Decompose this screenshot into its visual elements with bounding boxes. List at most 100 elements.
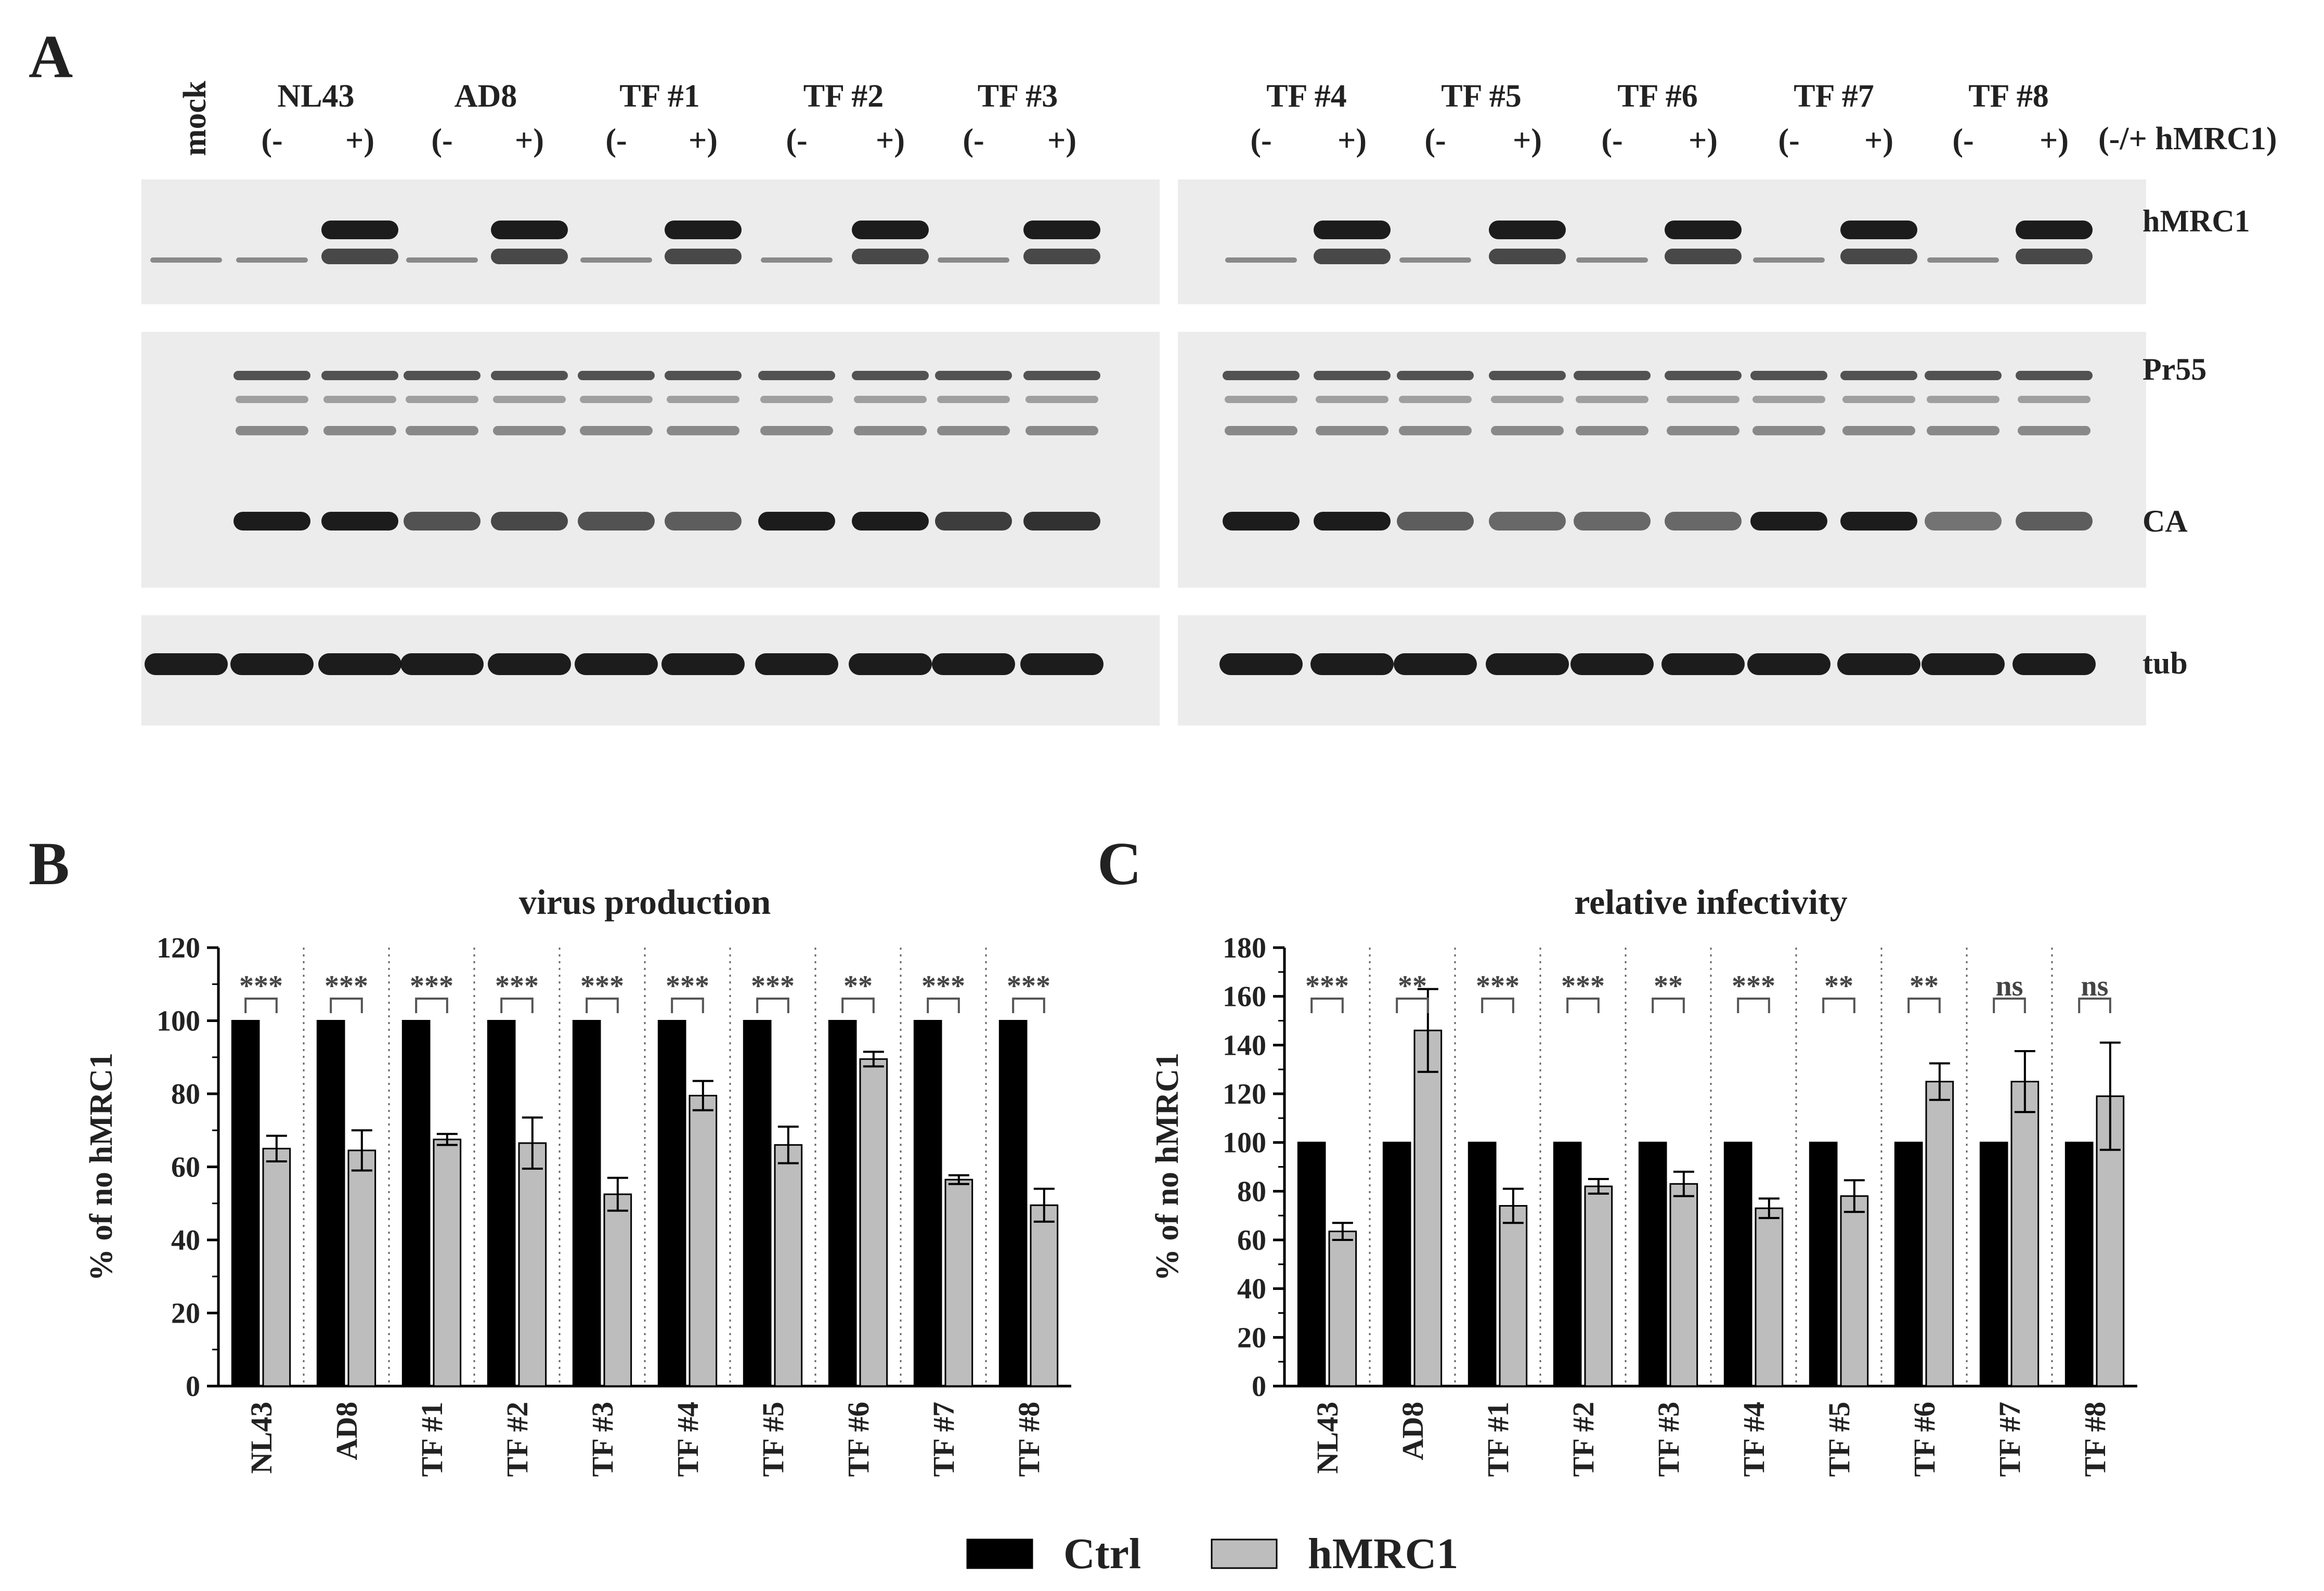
x-tick-label-tf-5: TF #5 [1822, 1402, 1856, 1477]
blot-group-label-nl43: NL43 [277, 79, 354, 114]
bar-ctrl-tf-7 [913, 1020, 942, 1387]
blot-band-hmrc1-lower [321, 249, 398, 264]
x-tick-label-tf-3: TF #3 [586, 1402, 619, 1477]
blot-band-tubulin [1310, 653, 1394, 675]
y-tick-label: 0 [186, 1370, 200, 1403]
bar-ctrl-tf-7 [1979, 1142, 2008, 1387]
blot-band-hmrc1-upper [1840, 221, 1917, 239]
treatment-label: (-/+ hMRC1) [2098, 121, 2277, 157]
blot-band-gag-intermediate [667, 426, 739, 435]
x-tick-label-ad8: AD8 [330, 1402, 363, 1460]
bar-ctrl-tf-8 [998, 1020, 1028, 1387]
legend-label-ctrl: Ctrl [1063, 1530, 1141, 1578]
bar-ctrl-tf-6 [828, 1020, 857, 1387]
error-bar-tf-3 [607, 1176, 628, 1212]
bar-ctrl-tf-2 [1553, 1142, 1582, 1387]
bar-hmrc1-tf-6 [859, 1058, 888, 1387]
error-bar-tf-2 [522, 1116, 543, 1170]
x-tick-label-tf-5: TF #5 [756, 1402, 790, 1477]
error-bar-tf-2 [1588, 1178, 1609, 1195]
blot-band-tubulin [230, 653, 314, 675]
error-bar-tf-4 [692, 1080, 713, 1111]
x-tick-label-tf-8: TF #8 [2078, 1402, 2112, 1477]
x-tick-label-tf-4: TF #4 [1737, 1402, 1771, 1477]
y-tick-label: 0 [1252, 1370, 1266, 1403]
bar-ctrl-tf-3 [572, 1020, 601, 1387]
significance-bracket-tf-5: ** [1822, 970, 1855, 1013]
blot-band-gag-intermediate [1399, 396, 1472, 403]
blot-minus-label: (- [963, 123, 984, 158]
x-tick-label-tf-4: TF #4 [671, 1402, 705, 1477]
blot-plus-label: +) [1864, 123, 1893, 158]
blot-band-gag-intermediate [580, 426, 653, 435]
blot-band-background [1225, 257, 1297, 263]
error-bar-tf-1 [1502, 1187, 1524, 1224]
blot-band-hmrc1-lower [1489, 249, 1566, 264]
blot-band-ca [1314, 512, 1391, 531]
blot-plus-label: +) [1689, 123, 1718, 158]
y-axis-title: % of no hMRC1 [1150, 1053, 1185, 1281]
chart-title: relative infectivity [1574, 882, 1848, 922]
blot-band-ca [1023, 512, 1100, 531]
blot-band-ca [852, 512, 929, 531]
blot-group-label-tf-1: TF #1 [619, 79, 699, 114]
blot-band-ca [1750, 512, 1827, 531]
blot-band-background [1576, 257, 1648, 263]
significance-bracket-ad8: *** [324, 970, 368, 1013]
blot-band-gag-intermediate [760, 396, 833, 403]
bar-ctrl-tf-1 [1468, 1142, 1497, 1387]
blot-band-gag-intermediate [937, 396, 1010, 403]
blot-band-gag-intermediate [1842, 396, 1915, 403]
error-bar-tf-7 [2014, 1050, 2035, 1114]
blot-band-ca [1489, 512, 1566, 531]
blot-band-hmrc1-upper [2016, 221, 2093, 239]
blot-band-tubulin [1219, 653, 1303, 675]
blot-band-gag-intermediate [937, 426, 1010, 435]
blot-band-pr55 [1574, 371, 1651, 380]
significance-bracket-tf-6: ** [841, 970, 875, 1013]
bar-hmrc1-tf-5 [774, 1144, 803, 1387]
blot-band-background [1753, 257, 1825, 263]
blot-band-pr55 [2016, 371, 2093, 380]
blot-band-background [938, 257, 1009, 263]
y-tick-label: 160 [1223, 981, 1266, 1013]
significance-label: ns [1996, 970, 2023, 1002]
blot-band-tubulin [575, 653, 658, 675]
blot-band-gag-intermediate [1576, 426, 1648, 435]
band-label-pr55: Pr55 [2143, 352, 2206, 386]
bar-ctrl-tf-5 [1809, 1142, 1838, 1387]
blot-plus-label: +) [2040, 123, 2069, 158]
blot-band-tubulin [1837, 653, 1920, 675]
blot-band-tubulin [1394, 653, 1477, 675]
significance-label: ns [2081, 970, 2109, 1002]
panel-a: A mock NL43(- +)AD8(- +)TF #1(- +)TF #2(- +)… [29, 22, 2277, 726]
bar-hmrc1-tf-5 [1840, 1195, 1869, 1387]
blot-minus-label: (- [1250, 123, 1271, 158]
x-tick-label-tf-6: TF #6 [1907, 1402, 1941, 1477]
significance-label: *** [1561, 970, 1605, 1002]
legend-label-hmrc1: hMRC1 [1308, 1530, 1458, 1578]
blot-band-gag-intermediate [1025, 426, 1098, 435]
blot-minus-label: (- [605, 123, 627, 158]
y-tick-label: 100 [157, 1005, 200, 1038]
significance-label: *** [239, 970, 283, 1002]
y-tick-label: 60 [1237, 1224, 1266, 1257]
bar-hmrc1-tf-3 [1669, 1183, 1698, 1387]
significance-label: ** [1824, 970, 1853, 1002]
bar-hmrc1-ad8 [347, 1149, 376, 1387]
legend-swatch-ctrl [966, 1538, 1033, 1569]
panel-letter-c: C [1097, 830, 1141, 898]
error-bar-nl43 [266, 1134, 287, 1162]
bar-hmrc1-tf-4 [689, 1095, 718, 1387]
band-label-ca: CA [2143, 504, 2188, 538]
blot-band-pr55 [1925, 371, 2002, 380]
blot-band-ca [1925, 512, 2002, 531]
x-tick-label-tf-7: TF #7 [1993, 1402, 2027, 1477]
blot-group-label-tf-8: TF #8 [1968, 79, 2048, 114]
blot-band-gag-intermediate [1667, 396, 1739, 403]
bar-hmrc1-tf-4 [1755, 1207, 1784, 1387]
blot-band-gag-intermediate [854, 426, 927, 435]
blot-band-ca [233, 512, 310, 531]
blot-group-label-tf-5: TF #5 [1441, 79, 1521, 114]
legend-swatch-hmrc1 [1211, 1538, 1278, 1569]
